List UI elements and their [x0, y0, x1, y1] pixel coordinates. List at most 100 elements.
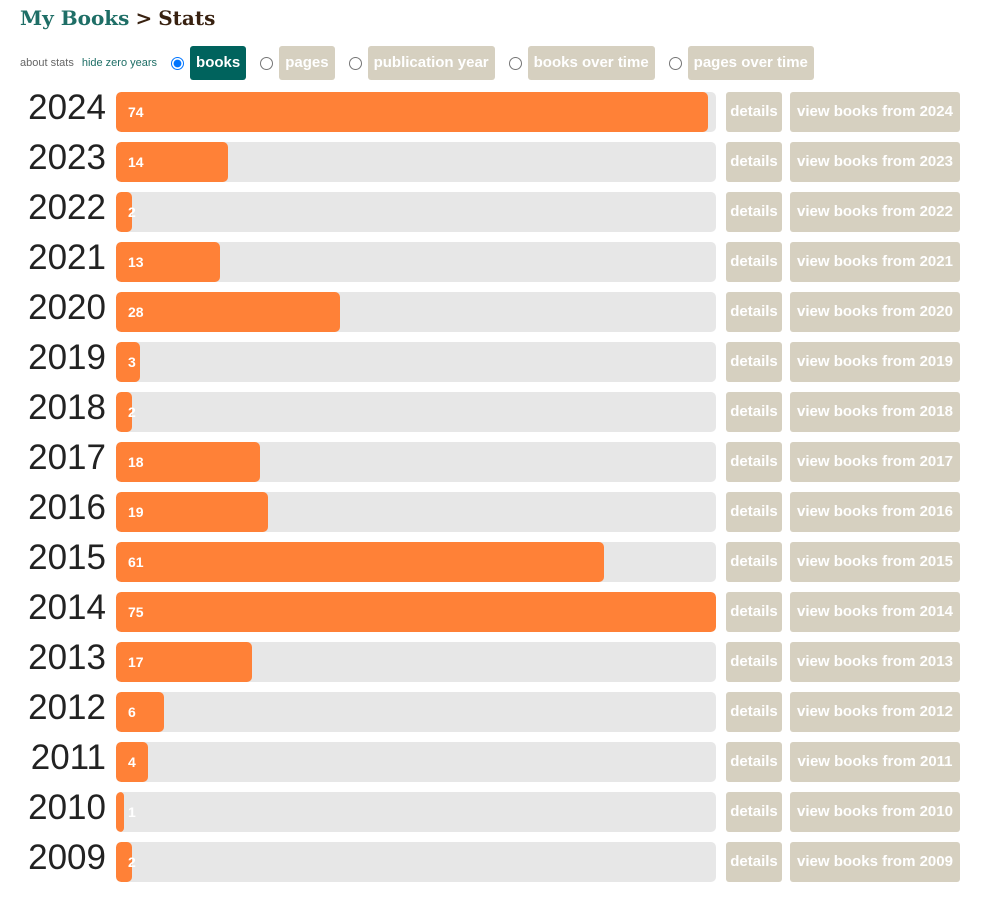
bar: [116, 342, 140, 382]
year-label: 2015: [28, 538, 106, 577]
year-label: 2009: [28, 838, 106, 877]
mode-books-button[interactable]: books: [190, 46, 247, 80]
about-stats-link[interactable]: about stats: [20, 57, 74, 69]
bar: [116, 442, 260, 482]
bar-value-label: 28: [128, 304, 144, 320]
bar: [116, 692, 164, 732]
details-button[interactable]: details: [726, 442, 782, 482]
bar-value-label: 6: [128, 704, 136, 720]
bar-value-label: 2: [128, 854, 136, 870]
year-row: 2024 74 details view books from 2024: [0, 88, 986, 142]
details-button[interactable]: details: [726, 492, 782, 532]
radio-books[interactable]: [171, 56, 185, 70]
view-books-button[interactable]: view books from 2020: [790, 292, 960, 332]
bar: [116, 492, 268, 532]
radio-publication-year[interactable]: [348, 56, 362, 70]
bar-track: 1: [116, 792, 716, 832]
year-row: 2018 2 details view books from 2018: [0, 388, 986, 442]
details-button[interactable]: details: [726, 542, 782, 582]
view-books-button[interactable]: view books from 2013: [790, 642, 960, 682]
radio-pages-over-time[interactable]: [668, 56, 682, 70]
view-books-button[interactable]: view books from 2023: [790, 142, 960, 182]
year-row: 2010 1 details view books from 2010: [0, 788, 986, 842]
bar-value-label: 18: [128, 454, 144, 470]
details-button[interactable]: details: [726, 192, 782, 232]
mode-pages-over-time-button[interactable]: pages over time: [687, 46, 814, 80]
details-button[interactable]: details: [726, 792, 782, 832]
details-button[interactable]: details: [726, 392, 782, 432]
bar-track: 75: [116, 592, 716, 632]
page-title: Stats: [158, 6, 216, 30]
year-row: 2017 18 details view books from 2017: [0, 438, 986, 492]
year-row: 2009 2 details view books from 2009: [0, 838, 986, 892]
view-books-button[interactable]: view books from 2024: [790, 92, 960, 132]
view-books-button[interactable]: view books from 2018: [790, 392, 960, 432]
bar: [116, 592, 716, 632]
bar: [116, 542, 604, 582]
view-books-button[interactable]: view books from 2016: [790, 492, 960, 532]
details-button[interactable]: details: [726, 742, 782, 782]
bar-track: 2: [116, 192, 716, 232]
breadcrumb: My Books > Stats: [20, 5, 215, 31]
details-button[interactable]: details: [726, 642, 782, 682]
bar: [116, 392, 132, 432]
bar-value-label: 3: [128, 354, 136, 370]
mode-pages-button[interactable]: pages: [279, 46, 335, 80]
details-button[interactable]: details: [726, 142, 782, 182]
hide-zero-years-link[interactable]: hide zero years: [81, 57, 158, 69]
bar-value-label: 13: [128, 254, 144, 270]
bar-track: 17: [116, 642, 716, 682]
bar-track: 14: [116, 142, 716, 182]
mode-publication-year-button[interactable]: publication year: [367, 46, 495, 80]
my-books-link[interactable]: My Books: [20, 6, 130, 30]
view-books-button[interactable]: view books from 2022: [790, 192, 960, 232]
year-label: 2016: [28, 488, 106, 527]
view-books-button[interactable]: view books from 2017: [790, 442, 960, 482]
details-button[interactable]: details: [726, 342, 782, 382]
radio-books-over-time[interactable]: [508, 56, 522, 70]
bar-track: 2: [116, 392, 716, 432]
bar-value-label: 1: [128, 804, 136, 820]
year-label: 2021: [28, 238, 106, 277]
bar-value-label: 75: [128, 604, 144, 620]
bar-value-label: 74: [128, 104, 144, 120]
bar-value-label: 4: [128, 754, 136, 770]
bar: [116, 792, 124, 832]
bar-track: 74: [116, 92, 716, 132]
year-row: 2011 4 details view books from 2011: [0, 738, 986, 792]
year-row: 2021 13 details view books from 2021: [0, 238, 986, 292]
view-books-button[interactable]: view books from 2010: [790, 792, 960, 832]
bar-value-label: 17: [128, 654, 144, 670]
bar-value-label: 2: [128, 404, 136, 420]
bar: [116, 742, 148, 782]
bar-track: 18: [116, 442, 716, 482]
bar: [116, 292, 340, 332]
view-books-button[interactable]: view books from 2009: [790, 842, 960, 882]
bar-value-label: 61: [128, 554, 144, 570]
bar-value-label: 19: [128, 504, 144, 520]
view-books-button[interactable]: view books from 2011: [790, 742, 960, 782]
view-books-button[interactable]: view books from 2021: [790, 242, 960, 282]
year-label: 2023: [28, 138, 106, 177]
details-button[interactable]: details: [726, 842, 782, 882]
radio-pages[interactable]: [260, 56, 274, 70]
bar: [116, 242, 220, 282]
details-button[interactable]: details: [726, 292, 782, 332]
year-label: 2010: [28, 788, 106, 827]
year-row: 2023 14 details view books from 2023: [0, 138, 986, 192]
details-button[interactable]: details: [726, 242, 782, 282]
year-label: 2011: [30, 738, 106, 777]
view-books-button[interactable]: view books from 2019: [790, 342, 960, 382]
view-books-button[interactable]: view books from 2012: [790, 692, 960, 732]
details-button[interactable]: details: [726, 592, 782, 632]
bar: [116, 142, 228, 182]
mode-books-over-time-button[interactable]: books over time: [527, 46, 655, 80]
view-books-button[interactable]: view books from 2014: [790, 592, 960, 632]
details-button[interactable]: details: [726, 92, 782, 132]
bar-track: 61: [116, 542, 716, 582]
view-books-button[interactable]: view books from 2015: [790, 542, 960, 582]
year-row: 2022 2 details view books from 2022: [0, 188, 986, 242]
bar-track: 4: [116, 742, 716, 782]
details-button[interactable]: details: [726, 692, 782, 732]
year-label: 2013: [28, 638, 106, 677]
